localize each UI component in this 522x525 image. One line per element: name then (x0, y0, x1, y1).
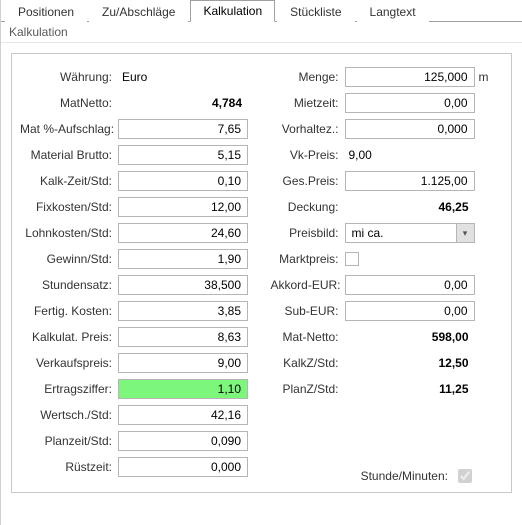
fixkosten-input[interactable] (118, 197, 248, 217)
matbrutto-label: Material Brutto: (20, 148, 118, 162)
menge-label: Menge: (271, 70, 345, 84)
matbrutto-input[interactable] (118, 145, 248, 165)
matnetto-label: MatNetto: (20, 96, 118, 110)
tab-bar: Positionen Zu/Abschläge Kalkulation Stüc… (1, 0, 522, 22)
verkaufspreis-input[interactable] (118, 353, 248, 373)
right-column: Menge: m Mietzeit: Vorhaltez.: Vk-Preis:… (271, 64, 504, 480)
kalkzeit-label: Kalk-Zeit/Std: (20, 174, 118, 188)
ertragsziffer-label: Ertragsziffer: (20, 382, 118, 396)
fixkosten-label: Fixkosten/Std: (20, 200, 118, 214)
verkaufspreis-label: Verkaufspreis: (20, 356, 118, 370)
vkpreis-label: Vk-Preis: (271, 148, 345, 162)
subeur-input[interactable] (345, 301, 475, 321)
marktpreis-label: Marktpreis: (271, 252, 345, 266)
matnetto-value: 4,784 (118, 93, 248, 113)
stunde-minuten-row: Stunde/Minuten: (361, 466, 475, 486)
fertigkosten-label: Fertig. Kosten: (20, 304, 118, 318)
stundensatz-label: Stundensatz: (20, 278, 118, 292)
menge-unit: m (475, 70, 489, 84)
gewinn-label: Gewinn/Std: (20, 252, 118, 266)
kalkulation-groupbox: Währung: Euro MatNetto: 4,784 Mat %-Aufs… (11, 53, 512, 493)
tab-stueckliste[interactable]: Stückliste (277, 1, 354, 22)
planz-label: PlanZ/Std: (271, 382, 345, 396)
matnetto-r-value: 598,00 (345, 327, 475, 347)
tab-positionen[interactable]: Positionen (5, 1, 87, 22)
marktpreis-checkbox[interactable] (345, 252, 359, 266)
kalkpreis-input[interactable] (118, 327, 248, 347)
mataufschlag-input[interactable] (118, 119, 248, 139)
vorhaltez-input[interactable] (345, 119, 475, 139)
akkordeur-label: Akkord-EUR: (271, 278, 345, 292)
menge-input[interactable] (345, 67, 475, 87)
wertsch-label: Wertsch./Std: (20, 408, 118, 422)
stunde-minuten-checkbox[interactable] (458, 469, 472, 483)
kalkzeit-input[interactable] (118, 171, 248, 191)
vkpreis-value: 9,00 (345, 145, 475, 165)
fertigkosten-input[interactable] (118, 301, 248, 321)
akkordeur-input[interactable] (345, 275, 475, 295)
kalkz-label: KalkZ/Std: (271, 356, 345, 370)
planzeit-input[interactable] (118, 431, 248, 451)
preisbild-select[interactable] (345, 223, 475, 243)
tab-langtext[interactable]: Langtext (357, 1, 429, 22)
wertsch-input[interactable] (118, 405, 248, 425)
gespreis-input[interactable] (345, 171, 475, 191)
waehrung-value: Euro (118, 67, 248, 87)
mietzeit-label: Mietzeit: (271, 96, 345, 110)
lohnkosten-input[interactable] (118, 223, 248, 243)
planz-value: 11,25 (345, 379, 475, 399)
mataufschlag-label: Mat %-Aufschlag: (20, 122, 118, 136)
matnetto-r-label: Mat-Netto: (271, 330, 345, 344)
preisbild-label: Preisbild: (271, 226, 345, 240)
lohnkosten-label: Lohnkosten/Std: (20, 226, 118, 240)
ertragsziffer-input[interactable] (118, 379, 248, 399)
tab-kalkulation[interactable]: Kalkulation (190, 0, 275, 22)
ruestzeit-label: Rüstzeit: (20, 460, 118, 474)
gewinn-input[interactable] (118, 249, 248, 269)
deckung-value: 46,25 (345, 197, 475, 217)
gespreis-label: Ges.Preis: (271, 174, 345, 188)
mietzeit-input[interactable] (345, 93, 475, 113)
kalkpreis-label: Kalkulat. Preis: (20, 330, 118, 344)
deckung-label: Deckung: (271, 200, 345, 214)
left-column: Währung: Euro MatNetto: 4,784 Mat %-Aufs… (20, 64, 253, 480)
planzeit-label: Planzeit/Std: (20, 434, 118, 448)
stunde-minuten-label: Stunde/Minuten: (361, 469, 448, 483)
subeur-label: Sub-EUR: (271, 304, 345, 318)
vorhaltez-label: Vorhaltez.: (271, 122, 345, 136)
stundensatz-input[interactable] (118, 275, 248, 295)
ruestzeit-input[interactable] (118, 457, 248, 477)
kalkz-value: 12,50 (345, 353, 475, 373)
waehrung-label: Währung: (20, 70, 118, 84)
tab-zu-abschlaege[interactable]: Zu/Abschläge (89, 1, 188, 22)
sub-header: Kalkulation (1, 22, 522, 43)
